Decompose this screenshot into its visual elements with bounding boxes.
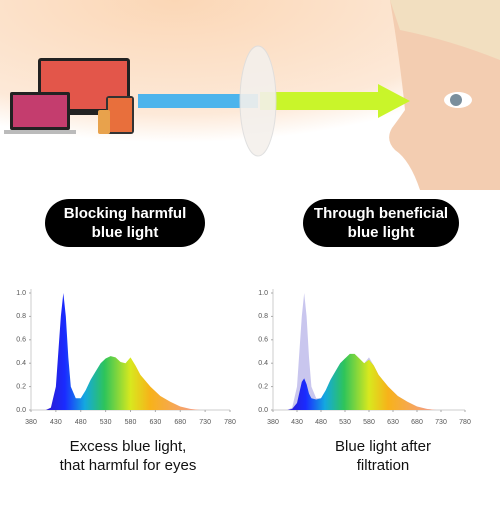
x-tick-label: 480 [315,419,327,426]
x-tick-label: 680 [411,419,423,426]
x-tick-label: 480 [75,419,87,426]
x-tick-label: 580 [363,419,375,426]
caption: that harmful for eyes [60,457,197,474]
filtered-beam [260,92,380,110]
iris [450,94,462,106]
x-tick-label: 730 [199,419,211,426]
badge-text: Through beneficial [314,205,448,222]
badge [45,199,205,247]
y-tick-label: 0.6 [258,337,268,344]
y-tick-label: 0.0 [258,407,268,414]
hair [390,0,500,60]
y-tick-label: 0.4 [16,360,26,367]
x-tick-label: 680 [174,419,186,426]
beam-arrow [378,84,410,118]
x-tick-label: 380 [25,419,37,426]
background-curve [0,165,500,200]
y-tick-label: 0.4 [258,360,268,367]
y-tick-label: 0.2 [258,383,268,390]
y-tick-label: 0.8 [258,313,268,320]
x-tick-label: 430 [50,419,62,426]
y-tick-label: 0.8 [16,313,26,320]
y-tick-label: 0.6 [16,337,26,344]
x-tick-label: 580 [125,419,137,426]
tablet-screen [108,98,132,132]
x-tick-label: 730 [435,419,447,426]
y-tick-label: 0.0 [16,407,26,414]
laptop-base [4,130,76,134]
blue-beam [138,94,258,108]
x-tick-label: 530 [339,419,351,426]
x-tick-label: 380 [267,419,279,426]
x-tick-label: 780 [224,419,236,426]
caption: filtration [357,457,410,474]
badge-text: Blocking harmful [64,205,187,222]
y-tick-label: 0.2 [16,383,26,390]
caption: Excess blue light, [70,438,187,455]
badge-text: blue light [92,224,159,241]
spectrum-area [31,293,201,410]
spectrum-area [273,353,437,410]
x-tick-label: 630 [150,419,162,426]
x-tick-label: 780 [459,419,471,426]
badge [303,199,459,247]
x-tick-label: 430 [291,419,303,426]
badge-text: blue light [348,224,415,241]
lens [239,45,277,157]
y-tick-label: 1.0 [16,290,26,297]
y-tick-label: 1.0 [258,290,268,297]
caption: Blue light after [335,438,431,455]
laptop-screen [13,95,67,127]
phone [98,110,110,134]
x-tick-label: 630 [387,419,399,426]
x-tick-label: 530 [100,419,112,426]
